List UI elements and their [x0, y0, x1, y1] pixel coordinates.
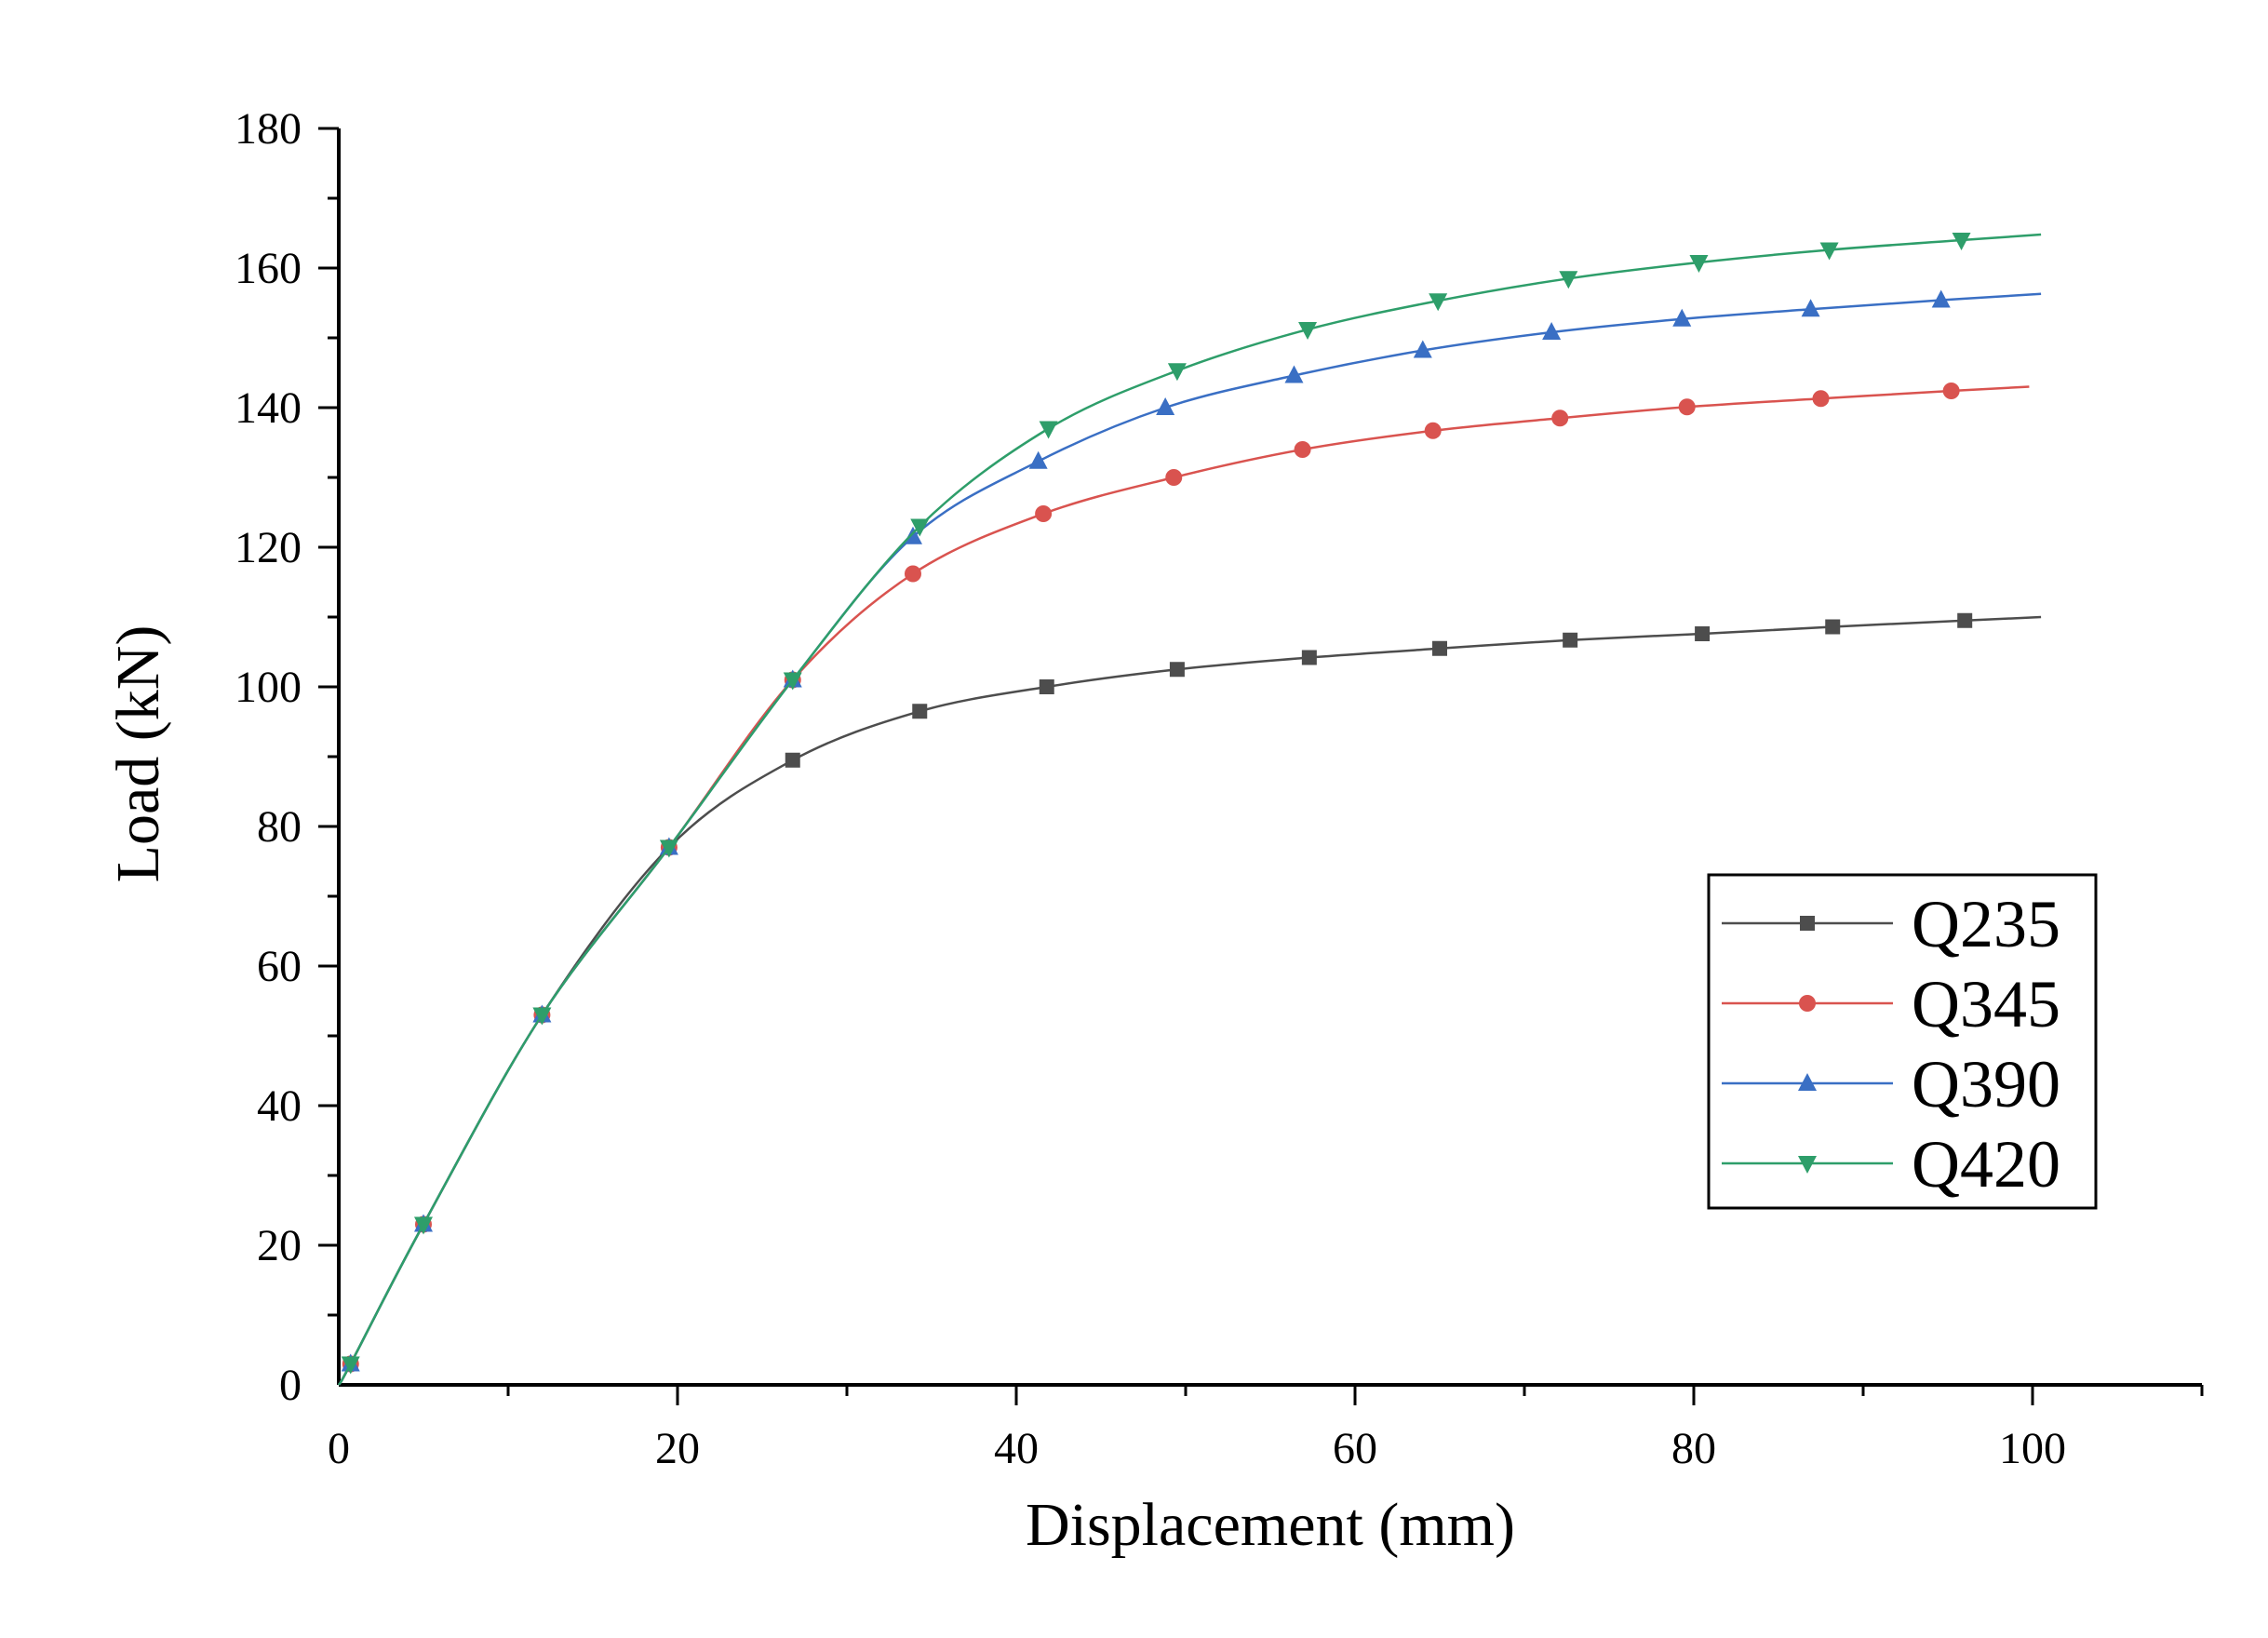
data-point-q345 — [1165, 469, 1183, 486]
legend-marker-q345 — [1799, 995, 1816, 1012]
data-point-q390 — [1931, 289, 1951, 308]
data-point-q390 — [1284, 365, 1304, 383]
data-point-q390 — [1413, 340, 1432, 358]
legend-marker-q390 — [1798, 1073, 1817, 1091]
data-point-q420 — [1039, 421, 1058, 439]
legend-item-q345: Q345 — [1722, 967, 2060, 1041]
data-point-q420 — [414, 1216, 433, 1235]
y-tick-label: 140 — [235, 383, 302, 433]
data-point-q420 — [783, 672, 802, 691]
data-point-q390 — [1542, 322, 1562, 340]
data-point-q390 — [1801, 299, 1820, 317]
data-point-q420 — [1952, 233, 1971, 250]
y-tick-label: 100 — [235, 663, 302, 712]
data-point-q345 — [1035, 505, 1053, 522]
data-point-q345 — [1424, 422, 1442, 439]
data-point-q420 — [1819, 242, 1839, 261]
data-point-q420 — [910, 518, 930, 537]
x-tick-label: 60 — [1333, 1424, 1377, 1473]
y-tick-label: 80 — [257, 802, 302, 852]
data-point-q235 — [1039, 679, 1054, 694]
legend-marker-q420 — [1798, 1156, 1817, 1174]
data-point-q420 — [659, 839, 678, 858]
legend-label-q235: Q235 — [1912, 887, 2060, 961]
x-tick-label: 100 — [1999, 1424, 2066, 1473]
data-point-q420 — [1167, 363, 1187, 382]
y-tick-label: 60 — [257, 942, 302, 991]
axes: 0 20 40 60 80 100 0 20 40 60 80 100 120 140 160 180 — [235, 104, 2204, 1473]
data-point-q235 — [912, 704, 928, 719]
x-tick-label: 0 — [328, 1424, 350, 1473]
x-tick-label: 40 — [994, 1424, 1039, 1473]
data-point-q420 — [1689, 255, 1709, 273]
series-q390 — [337, 289, 2042, 1386]
series-layer — [337, 233, 2042, 1386]
data-point-q235 — [1432, 640, 1447, 656]
legend-item-q420: Q420 — [1722, 1127, 2060, 1202]
y-axis-title: Load (kN) — [104, 625, 172, 883]
data-point-q420 — [1298, 322, 1318, 340]
y-tick-label: 40 — [257, 1081, 302, 1131]
data-point-q345 — [1812, 390, 1830, 408]
y-tick-label: 0 — [279, 1361, 302, 1410]
data-point-q420 — [532, 1007, 552, 1026]
x-tick-label: 20 — [655, 1424, 700, 1473]
x-axis-title: Displacement (mm) — [1026, 1491, 1515, 1559]
data-point-q420 — [1559, 271, 1578, 289]
data-point-q390 — [1672, 308, 1692, 327]
data-point-q390 — [1028, 450, 1048, 469]
data-point-q345 — [904, 565, 921, 583]
legend-marker-q235 — [1800, 916, 1815, 931]
data-point-q235 — [1957, 612, 1973, 628]
legend-label-q390: Q390 — [1912, 1047, 2060, 1121]
data-point-q345 — [1551, 410, 1569, 427]
legend-label-q420: Q420 — [1912, 1127, 2060, 1202]
series-q420 — [337, 233, 2042, 1386]
y-tick-label: 180 — [235, 104, 302, 154]
data-point-q345 — [1294, 441, 1311, 458]
legend-item-q390: Q390 — [1722, 1047, 2060, 1121]
legend-box — [1707, 873, 2098, 1210]
data-point-q235 — [1301, 650, 1317, 665]
data-point-q235 — [1169, 662, 1185, 678]
data-point-q420 — [341, 1356, 360, 1375]
data-point-q345 — [1678, 398, 1696, 416]
data-point-q390 — [903, 526, 922, 544]
x-tick-label: 80 — [1671, 1424, 1716, 1473]
data-point-q390 — [1156, 397, 1175, 415]
data-point-q235 — [1695, 626, 1711, 641]
y-tick-label: 20 — [257, 1221, 302, 1270]
y-tick-label: 120 — [235, 523, 302, 572]
data-point-q235 — [785, 752, 800, 768]
series-line-q390 — [337, 292, 2042, 1386]
legend-item-q235: Q235 — [1722, 887, 2060, 961]
data-point-q420 — [1429, 293, 1448, 312]
legend-label-q345: Q345 — [1912, 967, 2060, 1041]
data-point-q345 — [1942, 383, 1960, 399]
y-tick-label: 160 — [235, 244, 302, 293]
data-point-q235 — [1825, 619, 1841, 635]
series-line-q420 — [337, 233, 2042, 1386]
data-point-q235 — [1563, 632, 1578, 648]
